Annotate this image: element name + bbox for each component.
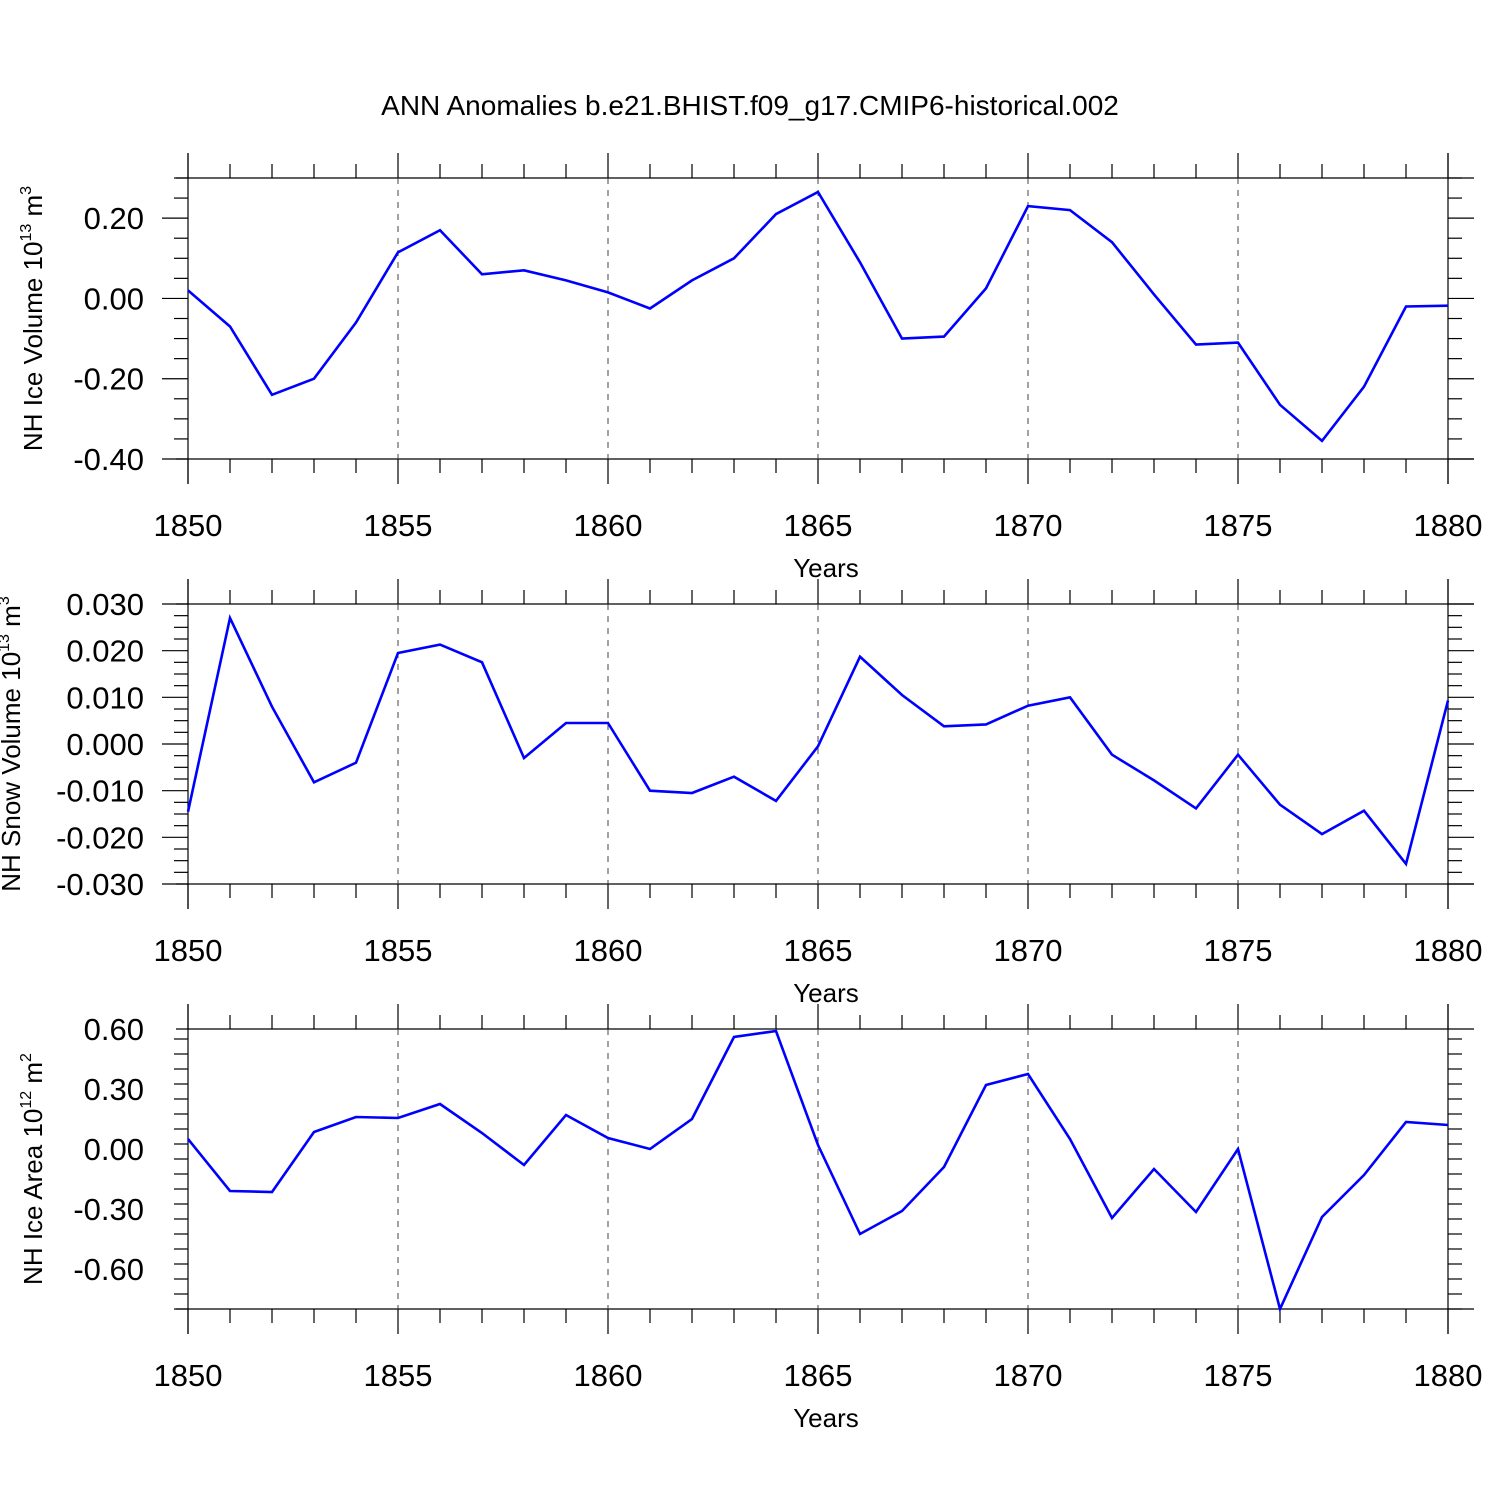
y-axis-title: NH Ice Area 1012 m2 [18, 1053, 48, 1285]
figure-title: ANN Anomalies b.e21.BHIST.f09_g17.CMIP6-… [381, 90, 1119, 121]
y-axis-title-superscript: 3 [0, 596, 13, 605]
y-tick-label: 0.030 [66, 587, 144, 622]
y-axis-title-superscript: 12 [18, 1091, 35, 1109]
y-tick-label: 0.20 [84, 201, 144, 236]
y-axis-title-part: m [0, 605, 26, 634]
y-tick-label: 0.00 [84, 1132, 144, 1167]
y-axis-title-part: NH Snow Volume 10 [0, 652, 26, 892]
x-tick-label: 1880 [1414, 1358, 1483, 1393]
x-tick-label: 1860 [574, 1358, 643, 1393]
y-axis-title-part: m [18, 195, 48, 224]
y-tick-label: -0.60 [73, 1252, 144, 1287]
y-tick-label: -0.20 [73, 362, 144, 397]
y-tick-label: 0.000 [66, 727, 144, 762]
x-tick-label: 1850 [154, 508, 223, 543]
y-tick-label: -0.020 [56, 820, 144, 855]
x-axis-title: Years [793, 1403, 859, 1433]
x-tick-label: 1860 [574, 933, 643, 968]
x-tick-label: 1855 [364, 933, 433, 968]
series-line [187, 190, 1449, 443]
chart-panel-1: 1850 1855 1860 1865 1870 1875 1880 Years -0.40 -0… [18, 153, 1482, 583]
y-tick-label: -0.40 [73, 442, 144, 477]
y-tick-label: 0.30 [84, 1072, 144, 1107]
x-tick-label: 1870 [994, 508, 1063, 543]
y-tick-label: 0.010 [66, 680, 144, 715]
x-tick-label: 1855 [364, 508, 433, 543]
x-tick-label: 1865 [784, 1358, 853, 1393]
x-tick-label: 1875 [1204, 1358, 1273, 1393]
series-line [186, 1029, 1449, 1313]
y-tick-label: -0.010 [56, 774, 144, 809]
series-line [186, 613, 1450, 867]
y-tick-label: 0.00 [84, 281, 144, 316]
x-tick-label: 1870 [994, 933, 1063, 968]
y-axis-title-superscript: 2 [18, 1053, 35, 1062]
chart-panel-3: 1850 1855 1860 1865 1870 1875 1880 Years -0.60 -0… [18, 1004, 1482, 1433]
x-tick-label: 1865 [784, 508, 853, 543]
chart-panels: 1850 1855 1860 1865 1870 1875 1880 Years -0.40 -0… [0, 153, 1482, 1433]
x-tick-label: 1855 [364, 1358, 433, 1393]
x-tick-label: 1880 [1414, 508, 1483, 543]
y-tick-label: 0.60 [84, 1012, 144, 1047]
y-axis-title-superscript: 13 [0, 634, 13, 652]
y-tick-label: -0.030 [56, 867, 144, 902]
x-axis-title: Years [793, 553, 859, 583]
y-axis-title-part: m [18, 1062, 48, 1091]
y-tick-label: 0.020 [66, 634, 144, 669]
y-tick-label: -0.30 [73, 1192, 144, 1227]
x-axis-title: Years [793, 978, 859, 1008]
y-axis-title-superscript: 13 [18, 224, 35, 242]
y-axis-title-superscript: 3 [18, 186, 35, 195]
x-tick-label: 1850 [154, 933, 223, 968]
x-tick-label: 1850 [154, 1358, 223, 1393]
y-axis-title-part: NH Ice Area 10 [18, 1109, 48, 1285]
y-axis-title: NH Ice Volume 1013 m3 [18, 186, 48, 451]
x-tick-label: 1875 [1204, 508, 1273, 543]
x-tick-label: 1875 [1204, 933, 1273, 968]
chart-panel-2: 1850 1855 1860 1865 1870 1875 1880 Years -0.030 -… [0, 579, 1482, 1008]
y-axis-title-part: NH Ice Volume 10 [18, 242, 48, 452]
x-tick-label: 1880 [1414, 933, 1483, 968]
y-axis-title: NH Snow Volume 1013 m3 [0, 596, 26, 892]
x-tick-label: 1870 [994, 1358, 1063, 1393]
x-tick-label: 1865 [784, 933, 853, 968]
x-tick-label: 1860 [574, 508, 643, 543]
